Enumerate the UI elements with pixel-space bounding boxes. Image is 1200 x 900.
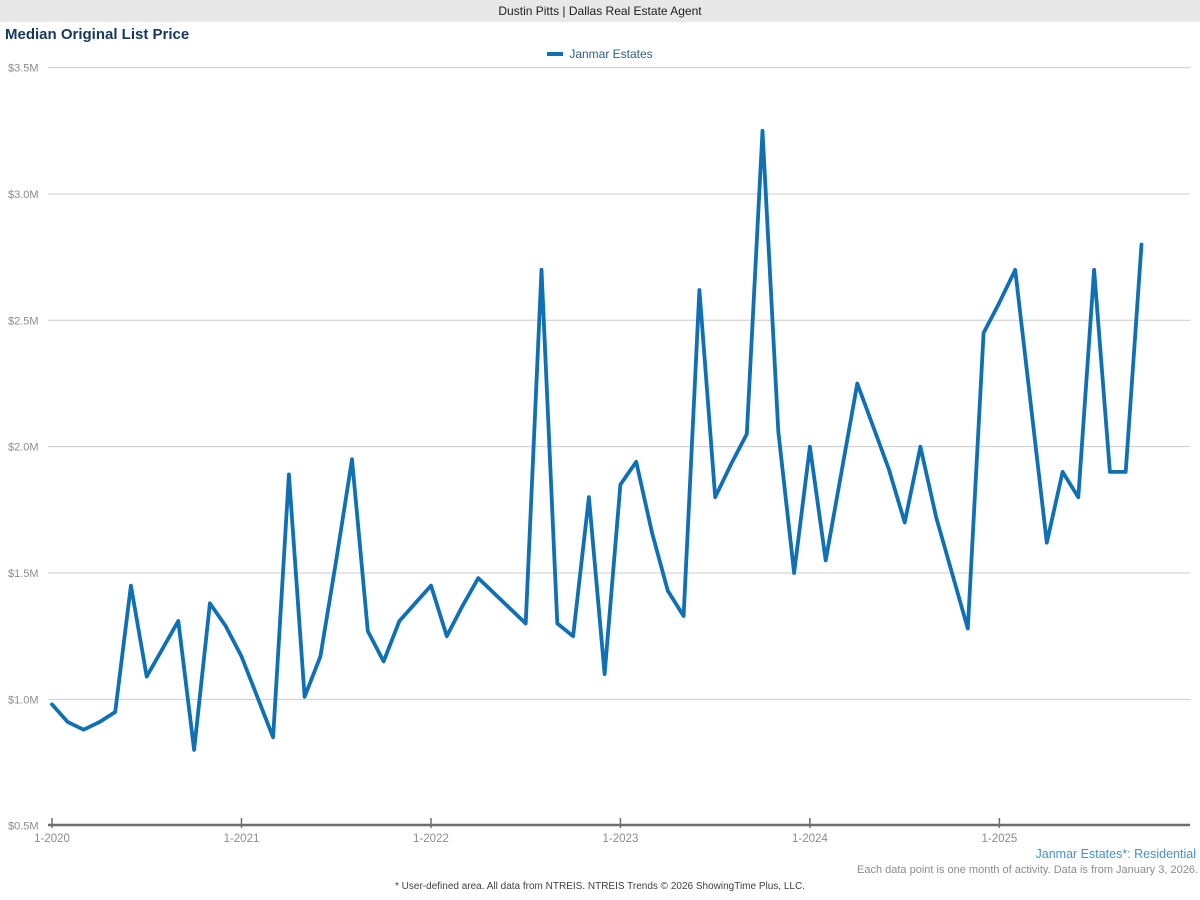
y-axis-label: $3.0M [8,189,39,201]
x-axis-label: 1-2025 [981,833,1017,845]
page-title: Median Original List Price [5,26,190,43]
y-axis-label: $2.0M [8,442,39,454]
x-axis-label: 1-2021 [224,833,260,845]
x-axis-label: 1-2020 [34,833,70,845]
x-axis-label: 1-2024 [792,833,828,845]
y-axis-label: $2.5M [8,315,39,327]
y-axis-label: $1.0M [8,694,39,706]
header-bar: Dustin Pitts | Dallas Real Estate Agent [0,0,1200,22]
data-note: Each data point is one month of activity… [857,864,1198,876]
x-axis-label: 1-2023 [603,833,639,845]
y-axis-label: $1.5M [8,568,39,580]
price-line [50,128,1144,752]
y-axis-label: $3.5M [8,63,39,75]
series-note: Janmar Estates*: Residential [1035,847,1197,861]
x-axis-label: 1-2022 [413,833,449,845]
disclaimer-note: * User-defined area. All data from NTREI… [395,881,805,892]
y-axis-label: $0.5M [8,821,39,833]
header-title: Dustin Pitts | Dallas Real Estate Agent [498,4,702,18]
